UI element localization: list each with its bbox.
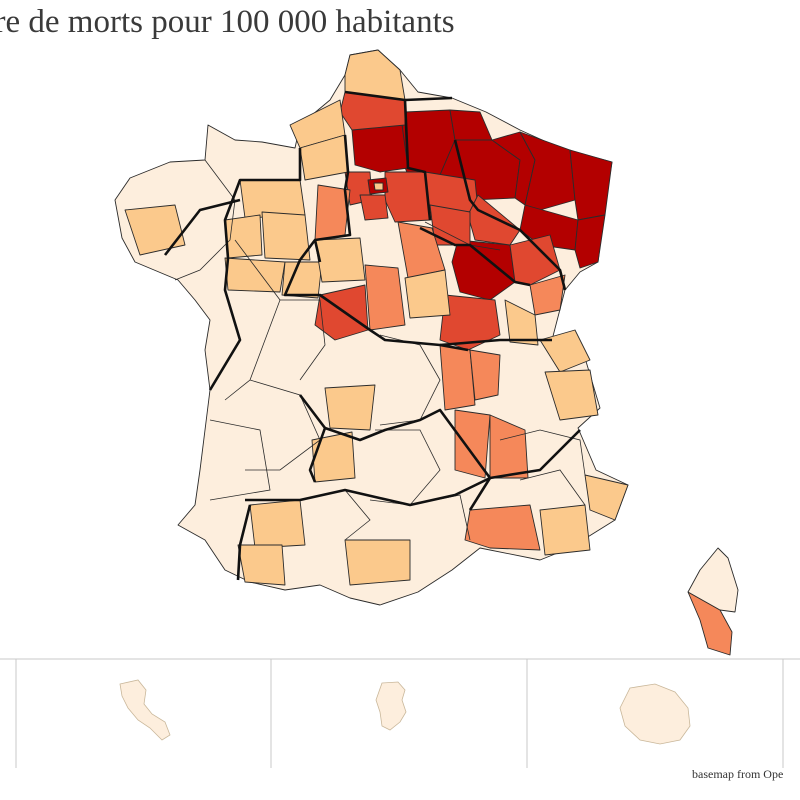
map-title: bre de morts pour 100 000 habitants <box>0 4 455 40</box>
dept-hauts-de-seine <box>373 182 384 191</box>
dept-puy-de-dome <box>324 384 376 431</box>
low-departments <box>124 49 629 586</box>
overseas-insets <box>0 658 800 768</box>
attribution-text: basemap from Ope <box>692 767 784 781</box>
dept-cher <box>314 284 369 341</box>
inset-martinique <box>119 679 171 741</box>
dept-landes <box>237 544 286 586</box>
dept-rhone <box>439 344 476 411</box>
dept-morbihan <box>124 204 186 256</box>
dept-doubs <box>529 274 566 316</box>
dept-isere <box>454 409 491 479</box>
dept-lot <box>311 431 356 483</box>
dept-bas-rhin <box>569 149 613 221</box>
dept-seine-et-marne <box>384 171 431 223</box>
high-departments <box>314 91 561 351</box>
dept-bouches-du-rhone <box>464 504 541 551</box>
dept-haute-savoie <box>539 329 591 373</box>
inset-mayotte <box>375 681 407 731</box>
dept-indre-et-loire <box>281 261 323 299</box>
dept-yonne <box>429 204 471 246</box>
dept-nievre <box>404 269 451 319</box>
inset-la-reunion <box>619 683 691 745</box>
dept-gironde <box>249 499 306 549</box>
dept-essonne <box>359 194 389 221</box>
dept-haute-saone <box>509 234 561 286</box>
dept-oise <box>351 124 409 173</box>
dept-savoie <box>544 369 599 421</box>
dept-loir-et-cher <box>314 237 366 283</box>
medium-departments <box>314 184 733 656</box>
dept-indre <box>364 264 406 331</box>
region-borders <box>163 90 581 581</box>
dept-aude <box>344 539 411 586</box>
dept-haut-rhin <box>574 214 606 269</box>
dept-alpes-maritimes <box>584 474 629 521</box>
dept-jura <box>504 299 539 346</box>
dept-sarthe <box>261 211 311 261</box>
dept-haute-corse <box>687 547 739 613</box>
dept-ain <box>469 349 501 401</box>
dept-var <box>539 504 591 556</box>
dept-maine-et-loire <box>224 257 286 293</box>
